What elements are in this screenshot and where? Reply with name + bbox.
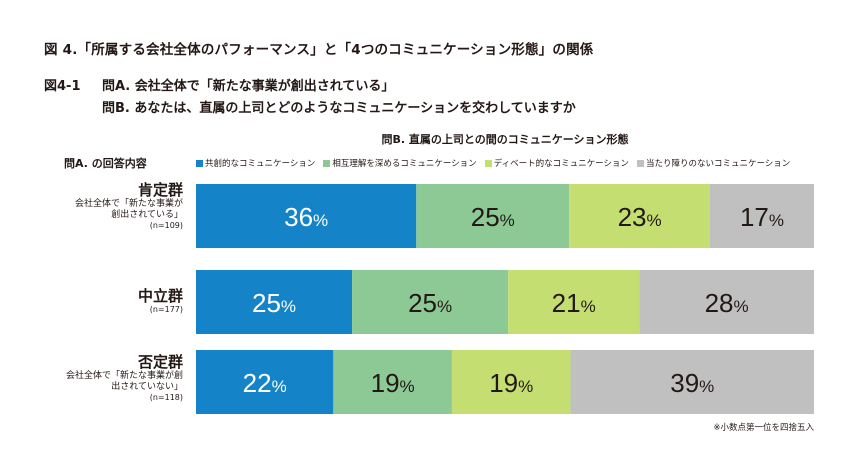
legend: 共創的なコミュニケーション 相互理解を深めるコミュニケーション ディベート的なコ… (196, 157, 790, 169)
group-desc: 会社全体で「新たな事業が創 出されていない」 (65, 371, 183, 392)
legend-label: 当たり障りのないコミュニケーション (645, 159, 791, 169)
row-label-neutral: 中立群 (n=177) (20, 287, 183, 315)
data-label: 21% (552, 288, 596, 318)
group-name: 否定群 (137, 353, 183, 371)
data-label: 28% (705, 288, 749, 318)
bar-segment-mutual-understanding (352, 270, 509, 334)
legend-swatch (196, 159, 203, 167)
legend-item: ディベート的なコミュニケーション (484, 157, 629, 169)
data-label: 22% (243, 368, 287, 398)
row-label-positive: 肯定群 会社全体で「新たな事業が 創出されている」 (n=109) (20, 181, 183, 231)
data-label: 39% (670, 368, 714, 398)
qa-header: 問A. の回答内容 (64, 157, 147, 170)
legend-label: ディベート的なコミュニケーション (493, 159, 629, 169)
legend-swatch (323, 159, 331, 167)
legend-item: 共創的なコミュニケーション (196, 157, 315, 169)
group-n: (n=118) (149, 393, 183, 402)
data-label: 36% (284, 202, 328, 232)
bar-segment-cooperative (196, 350, 334, 414)
question-b: 問B. あなたは、直属の上司とどのようなコミュニケーションを交わしていますか (102, 101, 576, 116)
data-label: 19% (371, 368, 415, 398)
data-label: 25% (408, 288, 452, 318)
figure-title: 図 4.「所属する会社全体のパフォーマンス」と「4つのコミュニケーション形態」の… (44, 42, 594, 58)
bar-segment-cooperative (196, 184, 417, 248)
group-name: 中立群 (137, 287, 183, 305)
legend-label: 相互理解を深めるコミュニケーション (332, 159, 477, 169)
bar-segment-debate (451, 350, 571, 414)
group-name: 肯定群 (137, 181, 183, 199)
group-n: (n=109) (149, 221, 183, 230)
bar-segment-superficial (570, 350, 814, 414)
footnote: ※小数点第一位を四捨五入 (713, 423, 814, 433)
data-label: 25% (471, 202, 515, 232)
row-label-negative: 否定群 会社全体で「新たな事業が創 出されていない」 (n=118) (20, 353, 183, 403)
subfigure-number: 図4-1 (44, 79, 81, 94)
bar-segment-mutual-understanding (416, 184, 570, 248)
legend-swatch (636, 159, 644, 167)
group-desc: 会社全体で「新たな事業が 創出されている」 (74, 199, 183, 220)
legend-swatch (484, 159, 492, 167)
bar-segment-superficial (709, 184, 814, 248)
chart-title: 問B. 直属の上司との間のコミュニケーション形態 (381, 133, 629, 146)
data-label: 17% (740, 202, 784, 232)
legend-label: 共創的なコミュニケーション (205, 159, 316, 169)
legend-item: 当たり障りのないコミュニケーション (636, 157, 791, 169)
bar-segment-cooperative (196, 270, 353, 334)
legend-item: 相互理解を深めるコミュニケーション (323, 157, 477, 169)
data-label: 23% (618, 202, 662, 232)
bar-segment-debate (569, 184, 710, 248)
group-n: (n=177) (149, 305, 183, 314)
data-label: 19% (489, 368, 533, 398)
bar-segment-superficial (639, 270, 814, 334)
data-label: 25% (252, 288, 296, 318)
question-a: 問A. 会社全体で「新たな事業が創出されている」 (102, 79, 395, 94)
bar-segment-debate (508, 270, 640, 334)
bar-segment-mutual-understanding (333, 350, 452, 414)
